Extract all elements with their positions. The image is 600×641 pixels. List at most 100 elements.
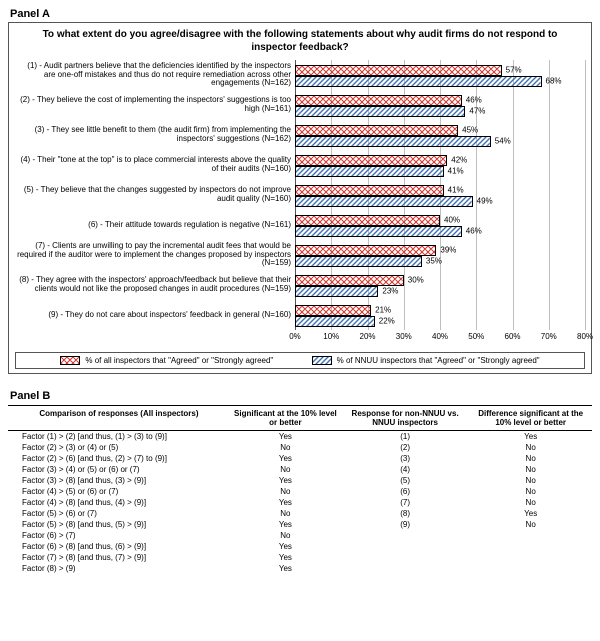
y-category-label: (7) - Clients are unwilling to pay the i… — [15, 240, 295, 270]
cell-response: (9) — [341, 519, 469, 530]
cell-comparison: Factor (2) > (3) or (4) or (5) — [8, 442, 230, 453]
cell-significant: Yes — [230, 563, 341, 574]
table-row: Factor (2) > (6) [and thus, (2) > (7) to… — [8, 453, 592, 464]
cell-significant: No — [230, 530, 341, 541]
legend-label-b: % of NNUU inspectors that "Agreed" or "S… — [337, 356, 540, 365]
bar-all-inspectors: 57% — [295, 65, 502, 76]
bar-all-inspectors: 42% — [295, 155, 447, 166]
cell-comparison: Factor (5) > (8) [and thus, (5) > (9)] — [8, 519, 230, 530]
cell-response: (5) — [341, 475, 469, 486]
y-category-label: (4) - Their "tone at the top" is to plac… — [15, 150, 295, 180]
cell-comparison: Factor (6) > (8) [and thus, (6) > (9)] — [8, 541, 230, 552]
x-tick: 10% — [323, 332, 339, 341]
y-category-label: (5) - They believe that the changes sugg… — [15, 180, 295, 210]
cell-comparison: Factor (4) > (8) [and thus, (4) > (9)] — [8, 497, 230, 508]
panel-a-label: Panel A — [10, 8, 592, 20]
cell-diff — [469, 530, 592, 541]
cell-significant: No — [230, 508, 341, 519]
bar-all-inspectors: 30% — [295, 275, 404, 286]
table-row: Factor (3) > (4) or (5) or (6) or (7)No(… — [8, 464, 592, 475]
x-tick: 60% — [504, 332, 520, 341]
cell-comparison: Factor (2) > (6) [and thus, (2) > (7) to… — [8, 453, 230, 464]
bar-value: 49% — [477, 197, 493, 206]
bar-value: 42% — [451, 156, 467, 165]
cell-significant: Yes — [230, 453, 341, 464]
bar-value: 46% — [466, 227, 482, 236]
cell-diff — [469, 563, 592, 574]
th-response: Response for non-NNUU vs. NNUU inspector… — [341, 406, 469, 431]
th-significant: Significant at the 10% level or better — [230, 406, 341, 431]
cell-comparison: Factor (6) > (7) — [8, 530, 230, 541]
cell-significant: Yes — [230, 431, 341, 443]
x-tick: 0% — [289, 332, 301, 341]
cell-comparison: Factor (4) > (5) or (6) or (7) — [8, 486, 230, 497]
bar-value: 21% — [375, 306, 391, 315]
legend-item-all: % of all inspectors that "Agreed" or "St… — [60, 356, 273, 365]
legend-item-nnuu: % of NNUU inspectors that "Agreed" or "S… — [312, 356, 540, 365]
cell-diff: No — [469, 442, 592, 453]
bar-value: 30% — [408, 276, 424, 285]
bar-nnuu-inspectors: 23% — [295, 286, 378, 297]
cell-diff: No — [469, 519, 592, 530]
panel-b-label: Panel B — [10, 390, 592, 402]
cell-response: (4) — [341, 464, 469, 475]
cell-significant: No — [230, 486, 341, 497]
bar-nnuu-inspectors: 35% — [295, 256, 422, 267]
cell-diff: No — [469, 453, 592, 464]
bar-value: 22% — [379, 317, 395, 326]
table-row: Factor (1) > (2) [and thus, (1) > (3) to… — [8, 431, 592, 443]
cell-diff: No — [469, 475, 592, 486]
th-comparison: Comparison of responses (All inspectors) — [8, 406, 230, 431]
bar-value: 39% — [440, 246, 456, 255]
bar-value: 47% — [469, 107, 485, 116]
bar-value: 54% — [495, 137, 511, 146]
bar-value: 46% — [466, 96, 482, 105]
plot-area: 57%68%46%47%45%54%42%41%41%49%40%46%39%3… — [295, 60, 585, 330]
bar-nnuu-inspectors: 41% — [295, 166, 444, 177]
legend-label-a: % of all inspectors that "Agreed" or "St… — [85, 356, 273, 365]
cell-significant: Yes — [230, 519, 341, 530]
cell-significant: No — [230, 464, 341, 475]
cell-comparison: Factor (7) > (8) [and thus, (7) > (9)] — [8, 552, 230, 563]
chart-title: To what extent do you agree/disagree wit… — [15, 27, 585, 60]
y-category-label: (3) - They see little benefit to them (t… — [15, 120, 295, 150]
cell-significant: No — [230, 442, 341, 453]
cell-response — [341, 530, 469, 541]
x-tick: 30% — [396, 332, 412, 341]
cell-response: (6) — [341, 486, 469, 497]
cell-response: (2) — [341, 442, 469, 453]
bar-value: 40% — [444, 216, 460, 225]
bar-all-inspectors: 39% — [295, 245, 436, 256]
x-tick: 50% — [468, 332, 484, 341]
panel-b-table: Comparison of responses (All inspectors)… — [8, 405, 592, 574]
cell-response: (3) — [341, 453, 469, 464]
bar-value: 45% — [462, 126, 478, 135]
bar-value: 41% — [448, 167, 464, 176]
y-category-label: (1) - Audit partners believe that the de… — [15, 60, 295, 90]
table-row: Factor (4) > (8) [and thus, (4) > (9)]Ye… — [8, 497, 592, 508]
cell-response: (1) — [341, 431, 469, 443]
x-tick: 80% — [577, 332, 593, 341]
cell-comparison: Factor (1) > (2) [and thus, (1) > (3) to… — [8, 431, 230, 443]
bar-value: 57% — [506, 66, 522, 75]
cell-diff: No — [469, 464, 592, 475]
bar-nnuu-inspectors: 47% — [295, 106, 465, 117]
cell-diff — [469, 552, 592, 563]
bar-value: 23% — [382, 287, 398, 296]
y-category-label: (9) - They do not care about inspectors'… — [15, 300, 295, 330]
bar-value: 68% — [546, 77, 562, 86]
cell-significant: Yes — [230, 497, 341, 508]
table-row: Factor (7) > (8) [and thus, (7) > (9)]Ye… — [8, 552, 592, 563]
x-tick: 70% — [541, 332, 557, 341]
y-category-label: (2) - They believe the cost of implement… — [15, 90, 295, 120]
gridline — [549, 60, 550, 330]
table-row: Factor (6) > (7)No — [8, 530, 592, 541]
bar-nnuu-inspectors: 49% — [295, 196, 473, 207]
x-tick: 40% — [432, 332, 448, 341]
table-row: Factor (3) > (8) [and thus, (3) > (9)]Ye… — [8, 475, 592, 486]
cell-significant: Yes — [230, 552, 341, 563]
table-row: Factor (2) > (3) or (4) or (5)No(2)No — [8, 442, 592, 453]
cell-diff: No — [469, 486, 592, 497]
bar-all-inspectors: 21% — [295, 305, 371, 316]
cell-significant: Yes — [230, 541, 341, 552]
